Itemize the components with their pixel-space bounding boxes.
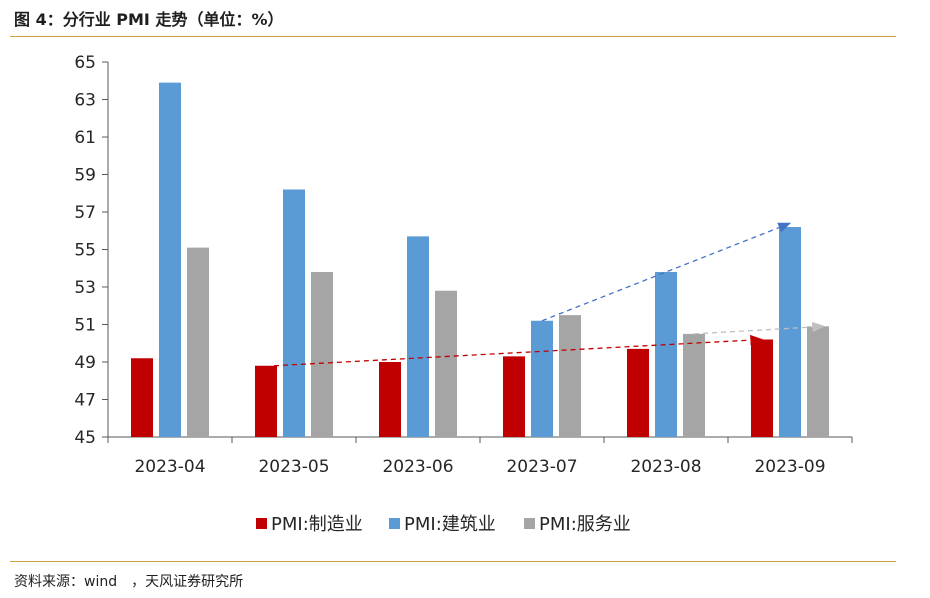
bottom-divider [10, 561, 896, 562]
bar-1-2023-09 [751, 339, 773, 437]
bar-2-2023-07 [531, 320, 553, 437]
x-tick-label: 2023-06 [382, 457, 453, 477]
bar-1-2023-07 [503, 356, 525, 437]
source-note: 资料来源：wind ，天风证券研究所 [14, 574, 244, 590]
bar-2-2023-08 [655, 272, 677, 437]
bar-3-2023-07 [559, 315, 581, 437]
y-axis: 45 47 49 51 53 55 57 59 61 63 65 [74, 53, 109, 448]
legend-label-2: PMI:建筑业 [404, 514, 496, 535]
y-tick-label: 63 [74, 91, 96, 111]
x-tick-label: 2023-08 [630, 457, 701, 477]
legend-swatch-2 [389, 518, 400, 529]
bar-2-2023-09 [779, 227, 801, 437]
top-divider [10, 36, 896, 37]
bars [131, 82, 829, 437]
trend-arrow-3 [693, 321, 826, 335]
bar-3-2023-09 [807, 326, 829, 437]
x-tick-label: 2023-09 [754, 457, 825, 477]
bar-1-2023-05 [255, 365, 277, 437]
bar-1-2023-08 [627, 348, 649, 437]
y-tick-label: 57 [74, 203, 96, 223]
bar-2-2023-04 [159, 82, 181, 437]
bar-3-2023-04 [187, 247, 209, 437]
bar-2-2023-06 [407, 236, 429, 437]
x-tick-label: 2023-05 [258, 457, 329, 477]
x-tick-label: 2023-07 [506, 457, 577, 477]
legend-swatch-1 [256, 518, 267, 529]
x-tick-label: 2023-04 [134, 457, 205, 477]
trend-arrows [273, 222, 826, 367]
legend-swatch-3 [524, 518, 535, 529]
bar-1-2023-04 [131, 358, 153, 437]
bar-3-2023-06 [435, 290, 457, 437]
legend: PMI:制造业 PMI:建筑业 PMI:服务业 [256, 514, 631, 535]
y-tick-label: 55 [74, 241, 96, 261]
y-tick-label: 53 [74, 278, 96, 298]
chart-title: 图 4：分行业 PMI 走势（单位：%） [14, 10, 284, 29]
y-tick-label: 51 [74, 316, 96, 336]
x-axis: 2023-04 2023-05 2023-06 2023-07 2023-08 2023-… [107, 436, 853, 477]
y-tick-label: 61 [74, 128, 96, 148]
y-tick-label: 47 [74, 391, 96, 411]
y-tick-label: 59 [74, 166, 96, 186]
bar-2-2023-05 [283, 189, 305, 437]
bar-3-2023-05 [311, 272, 333, 437]
y-tick-label: 65 [74, 53, 96, 73]
trend-arrow-1 [273, 334, 764, 367]
y-tick-label: 49 [74, 353, 96, 373]
bar-3-2023-08 [683, 333, 705, 437]
bar-1-2023-06 [379, 362, 401, 437]
legend-label-1: PMI:制造业 [271, 514, 363, 535]
legend-label-3: PMI:服务业 [539, 514, 631, 535]
y-tick-label: 45 [74, 428, 96, 448]
